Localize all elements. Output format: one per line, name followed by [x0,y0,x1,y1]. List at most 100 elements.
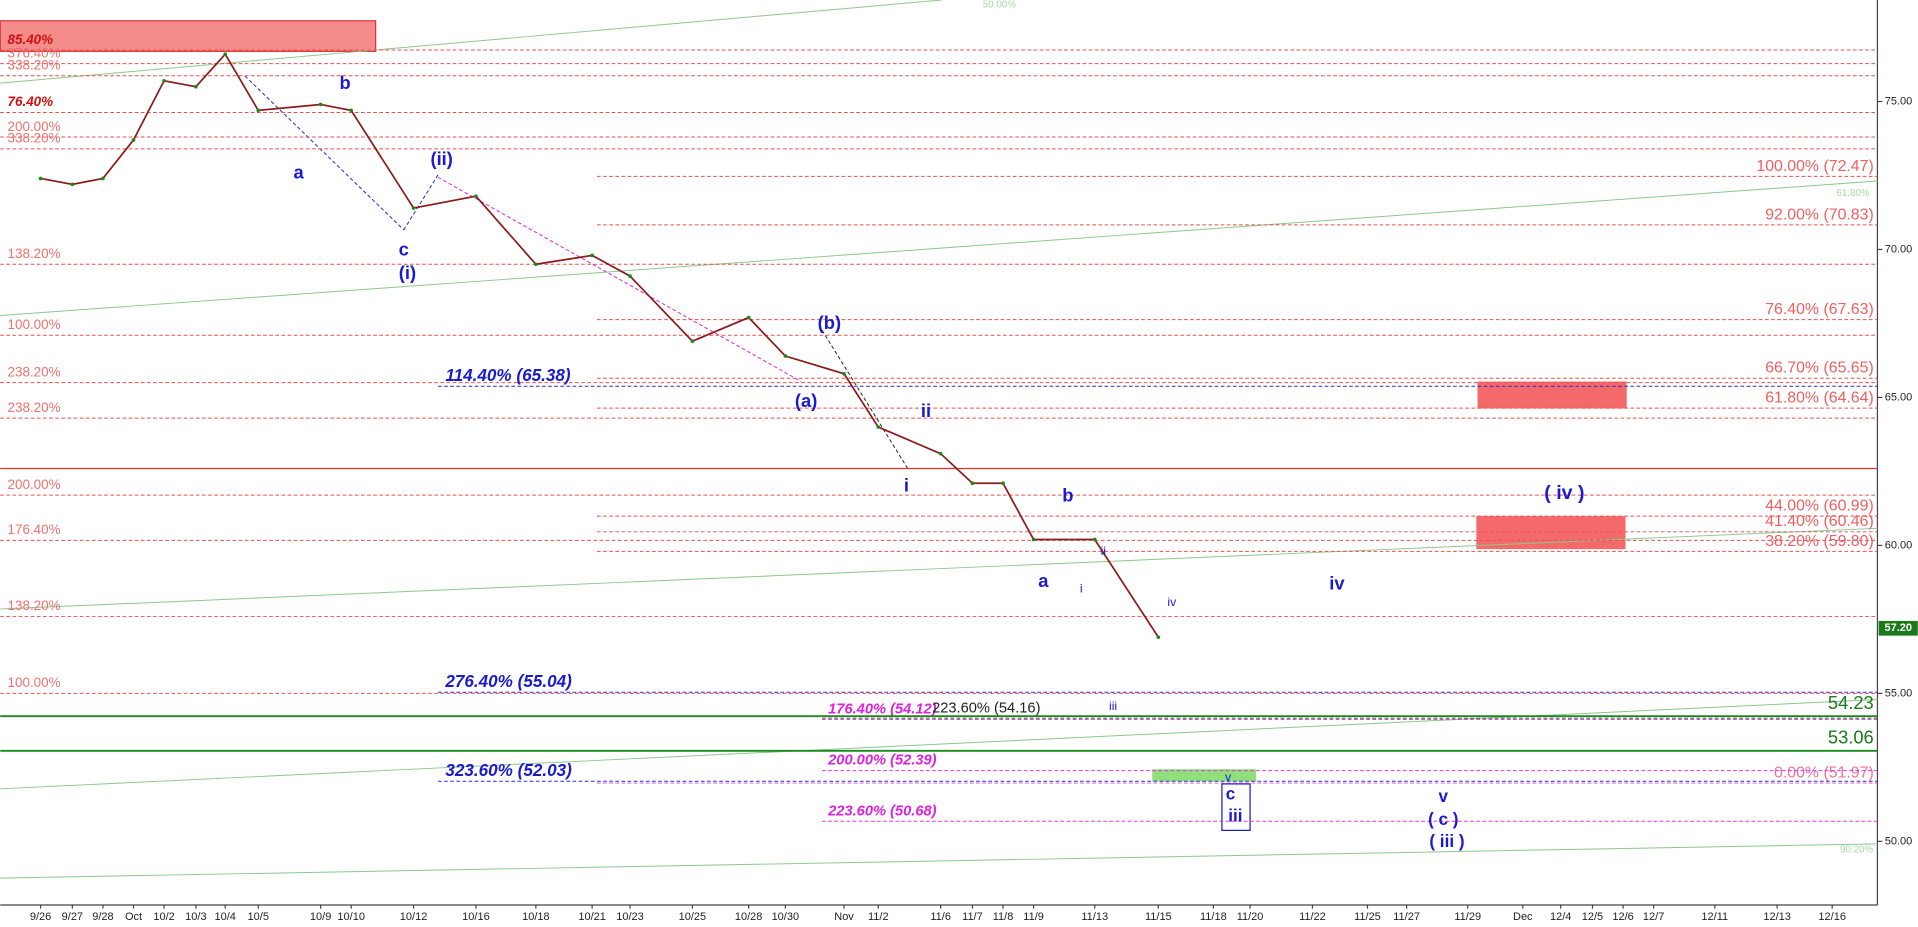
x-tick-label: 10/10 [337,911,365,923]
wave-label: i [904,475,909,496]
wave-label: a [294,162,305,183]
level-label: 66.70% (65.65) [1765,360,1874,377]
trendline-label: 50.00% [983,0,1016,10]
level-label: 41.40% (60.46) [1765,513,1874,530]
y-tick-label: 60.00 [1885,539,1913,551]
wave-label: (b) [818,312,841,333]
level-label: 38.20% (59.80) [1765,533,1874,550]
level-label: 100.00% (72.47) [1756,158,1873,175]
level-label: 76.40% (67.63) [1765,301,1874,318]
wave-connector [821,329,909,469]
x-tick-label: Oct [125,911,142,923]
x-tick-label: 10/23 [616,911,644,923]
wave-label: c [399,239,409,260]
x-tick-label: Dec [1513,911,1533,923]
wave-label: v [1439,787,1449,806]
wave-connector [244,75,405,231]
level-label: 100.00% [8,675,61,690]
level-label: 138.20% [8,598,61,613]
level-label: 138.20% [8,246,61,261]
x-tick-label: 11/15 [1145,911,1172,923]
level-label: 323.60% (52.03) [445,761,572,780]
x-tick-label: 12/4 [1550,911,1571,923]
price-point [318,102,323,107]
wave-label: iv [1329,572,1345,593]
trendline [0,843,1878,879]
x-tick-label: 11/8 [993,911,1014,923]
x-tick-label: 12/5 [1582,911,1603,923]
x-tick-label: 12/11 [1701,911,1728,923]
x-tick-label: 9/26 [30,911,51,923]
x-tick-label: 12/13 [1763,911,1791,923]
x-tick-label: 11/18 [1200,911,1227,923]
support-box [1152,769,1257,782]
x-tick-label: 12/16 [1818,911,1846,923]
level-label: 200.00% [8,119,61,134]
trendline [0,180,1878,317]
x-tick-label: 10/12 [400,911,428,923]
trendlines [0,0,1878,879]
level-label: 176.40% [8,522,61,537]
wave-label: c [1226,784,1236,803]
level-label: 54.23 [1828,692,1874,713]
price-point [349,108,354,113]
target-box [1476,516,1626,550]
price-point [223,52,228,56]
y-tick-label: 75.00 [1885,95,1913,107]
x-tick-label: 10/28 [735,911,763,923]
level-label: 223.60% (54.16) [932,700,1040,716]
wave-label: i [1080,582,1083,596]
level-label: 238.20% [8,364,61,379]
x-tick-label: 10/30 [772,911,800,923]
level-label: 238.20% [8,400,61,415]
x-tick-label: 9/27 [62,911,83,923]
level-label: 338.20% [8,58,61,73]
x-tick-label: 10/25 [679,911,707,923]
level-label: 0.00% (51.97) [1774,764,1874,781]
wave-label: (i) [399,262,416,283]
level-label: 76.40% [8,94,54,109]
x-tick-label: 10/2 [153,911,174,923]
wave-label: iii [1109,699,1117,713]
price-point [411,206,416,210]
level-label: 176.40% (54.12) [828,702,936,718]
x-tick-label: 10/9 [310,911,331,923]
level-label: 223.60% (50.68) [827,803,936,819]
wave-label: ii [921,400,931,421]
price-point [690,339,695,344]
price-point [842,371,846,376]
last-price-marker [1878,620,1918,636]
wave-label: iv [1167,595,1177,609]
trendline-label: 61.80% [1836,188,1869,199]
wave-label: b [1062,484,1073,505]
x-tick-label: 10/3 [185,911,206,923]
wave-connectors [244,75,909,469]
price-point [70,182,75,187]
price-point [256,108,261,113]
x-tick-label: 11/6 [930,911,951,923]
wave-label: (ii) [430,148,452,169]
x-tick-label: 11/27 [1393,911,1420,923]
wave-label: (a) [795,390,817,411]
price-point [590,253,594,258]
x-tick-label: 11/22 [1299,911,1326,923]
price-point [38,176,43,181]
x-tick-label: 12/7 [1643,911,1664,923]
x-tick-label: 11/13 [1081,911,1108,923]
x-tick-label: 9/28 [92,911,113,923]
trendline-label: 90.20% [1840,845,1873,856]
wave-label: b [339,72,350,93]
x-tick-label: 10/4 [215,911,236,923]
y-tick-label: 70.00 [1885,243,1913,255]
x-tick-label: 11/2 [868,911,889,923]
price-point [534,262,538,267]
price-point [1092,537,1097,542]
x-tick-label: 11/29 [1454,911,1481,923]
x-tick-label: 10/21 [578,911,606,923]
wave-label: v [1225,770,1232,784]
price-point [1001,481,1005,486]
price-point [1156,635,1161,639]
level-label: 85.40% [8,32,54,47]
